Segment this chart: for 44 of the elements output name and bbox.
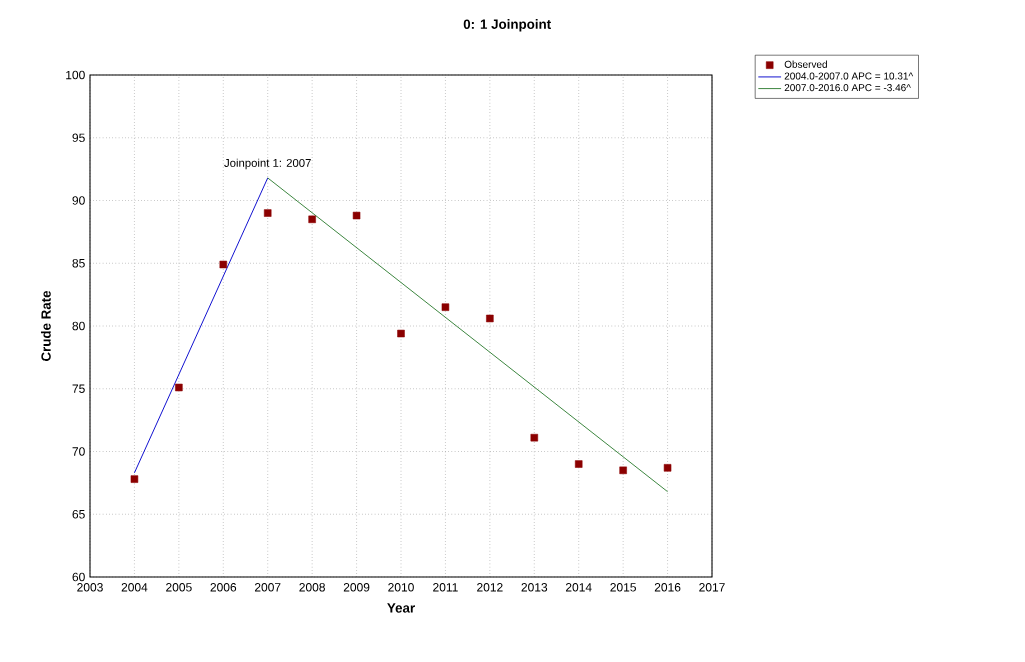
x-tick-label: 2006 xyxy=(210,583,237,592)
y-axis-title: Crude Rate xyxy=(40,290,51,362)
x-tick-label: 2009 xyxy=(343,583,370,592)
y-tick-label: 85 xyxy=(72,259,85,268)
x-tick-label: 2003 xyxy=(77,583,103,592)
y-tick-label: 80 xyxy=(72,321,85,331)
x-tick-label: 2011 xyxy=(433,583,458,592)
x-tick-label: 2010 xyxy=(388,583,414,592)
point xyxy=(619,466,627,475)
y-tick-label: 95 xyxy=(72,133,85,143)
x-tick-label: 2008 xyxy=(299,583,325,592)
point xyxy=(574,460,583,468)
x-tick-label: 2004 xyxy=(121,583,148,592)
x-axis-title: Year xyxy=(387,603,415,613)
legend-label: 2004.0-2007.0 APC = 10.31^ xyxy=(784,72,914,80)
point xyxy=(397,329,405,338)
annotation: Joinpoint 1: 2007 xyxy=(224,158,311,170)
point xyxy=(130,475,139,483)
point xyxy=(308,215,316,224)
point xyxy=(486,314,494,323)
x-tick-label: 2014 xyxy=(565,583,592,592)
y-tick-label: 60 xyxy=(72,572,85,582)
point xyxy=(441,303,450,311)
x-tick-label: 2012 xyxy=(477,583,503,592)
point xyxy=(352,211,361,220)
y-tick-label: 75 xyxy=(72,384,85,393)
y-tick-label: 90 xyxy=(72,196,85,205)
x-tick-label: 2013 xyxy=(521,583,548,592)
point xyxy=(263,209,272,217)
point xyxy=(663,464,672,472)
y-tick-label: 100 xyxy=(66,70,85,80)
y-tick-label: 65 xyxy=(72,510,85,519)
point xyxy=(175,383,183,392)
x-tick-label: 2007 xyxy=(254,583,281,592)
y-tick-label: 70 xyxy=(72,447,85,456)
point xyxy=(530,433,539,442)
legend-label: Observed xyxy=(784,60,827,68)
x-tick-label: 2016 xyxy=(654,583,681,592)
legend-label: 2007.0-2016.0 APC = -3.46^ xyxy=(784,84,911,92)
x-tick-label: 2005 xyxy=(166,583,192,592)
chart-title: 0: 1 Joinpoint xyxy=(463,19,551,32)
point xyxy=(219,260,228,269)
x-tick-label: 2017 xyxy=(699,583,725,592)
x-tick-label: 2015 xyxy=(610,583,636,592)
